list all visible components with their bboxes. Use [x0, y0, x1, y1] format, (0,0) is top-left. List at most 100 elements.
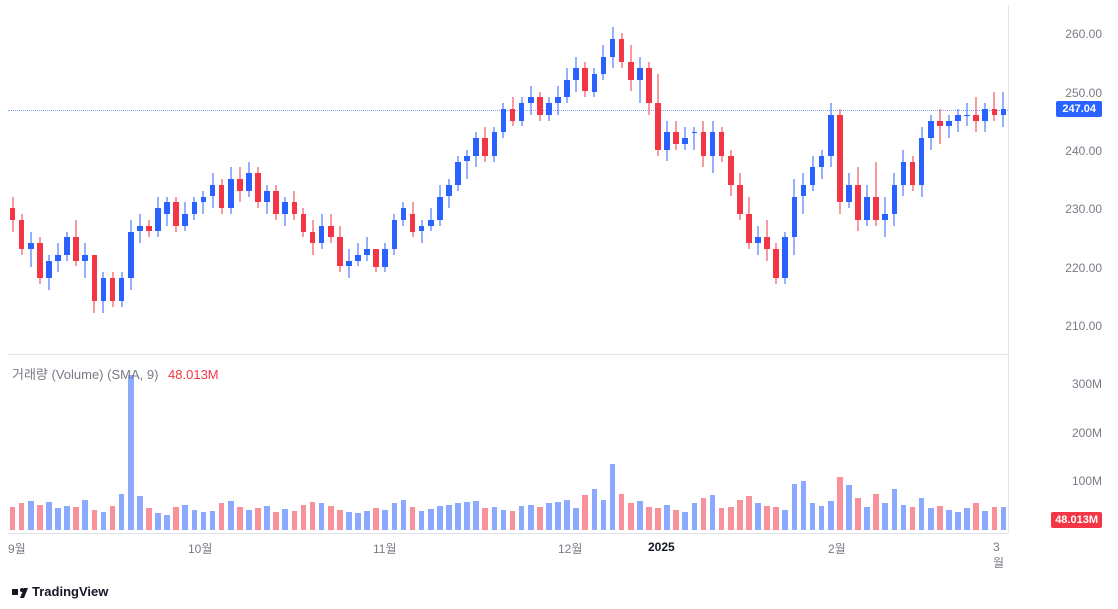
volume-bar[interactable] [810, 503, 816, 530]
volume-bar[interactable] [664, 505, 670, 530]
volume-bar[interactable] [46, 502, 52, 530]
candle[interactable] [119, 4, 125, 354]
volume-bar[interactable] [246, 510, 252, 530]
candle[interactable] [437, 4, 443, 354]
candle[interactable] [864, 4, 870, 354]
candle[interactable] [246, 4, 252, 354]
candle[interactable] [973, 4, 979, 354]
candle[interactable] [673, 4, 679, 354]
volume-bar[interactable] [673, 510, 679, 530]
volume-bar[interactable] [846, 485, 852, 530]
volume-bar[interactable] [155, 513, 161, 530]
volume-bar[interactable] [382, 510, 388, 530]
candle[interactable] [146, 4, 152, 354]
candle[interactable] [837, 4, 843, 354]
volume-bar[interactable] [346, 512, 352, 530]
volume-bar[interactable] [128, 375, 134, 530]
candle[interactable] [519, 4, 525, 354]
candle[interactable] [882, 4, 888, 354]
volume-bar[interactable] [292, 511, 298, 530]
volume-bar[interactable] [555, 502, 561, 530]
volume-bar[interactable] [701, 498, 707, 530]
volume-bar[interactable] [601, 500, 607, 530]
candle[interactable] [728, 4, 734, 354]
candle[interactable] [346, 4, 352, 354]
candle[interactable] [373, 4, 379, 354]
candle[interactable] [928, 4, 934, 354]
candle[interactable] [719, 4, 725, 354]
candle[interactable] [764, 4, 770, 354]
candle[interactable] [128, 4, 134, 354]
candle[interactable] [710, 4, 716, 354]
candle[interactable] [501, 4, 507, 354]
candle[interactable] [792, 4, 798, 354]
candle[interactable] [110, 4, 116, 354]
candle[interactable] [773, 4, 779, 354]
volume-bar[interactable] [682, 512, 688, 530]
volume-bar[interactable] [273, 512, 279, 530]
volume-bar[interactable] [428, 509, 434, 530]
candle[interactable] [492, 4, 498, 354]
volume-bar[interactable] [219, 503, 225, 530]
volume-bar[interactable] [37, 505, 43, 530]
candle[interactable] [37, 4, 43, 354]
volume-bar[interactable] [901, 505, 907, 530]
volume-bar[interactable] [510, 511, 516, 530]
volume-bar[interactable] [946, 510, 952, 530]
candle[interactable] [273, 4, 279, 354]
candle[interactable] [401, 4, 407, 354]
candle[interactable] [1001, 4, 1007, 354]
volume-bar[interactable] [819, 506, 825, 530]
candle[interactable] [846, 4, 852, 354]
candle[interactable] [946, 4, 952, 354]
volume-bar[interactable] [964, 508, 970, 530]
volume-bar[interactable] [992, 507, 998, 530]
candle[interactable] [528, 4, 534, 354]
volume-bar[interactable] [792, 484, 798, 530]
candle[interactable] [619, 4, 625, 354]
candle[interactable] [892, 4, 898, 354]
volume-bar[interactable] [919, 498, 925, 530]
volume-bar[interactable] [519, 506, 525, 530]
volume-bar[interactable] [710, 495, 716, 530]
volume-bar[interactable] [101, 512, 107, 530]
candle[interactable] [392, 4, 398, 354]
volume-bar[interactable] [110, 506, 116, 530]
candle[interactable] [582, 4, 588, 354]
candle[interactable] [201, 4, 207, 354]
volume-bar[interactable] [19, 503, 25, 530]
candle[interactable] [19, 4, 25, 354]
volume-bar[interactable] [973, 503, 979, 530]
volume-bar[interactable] [328, 506, 334, 530]
volume-bar[interactable] [582, 495, 588, 530]
volume-bar[interactable] [146, 508, 152, 530]
volume-bar[interactable] [637, 501, 643, 530]
candle[interactable] [210, 4, 216, 354]
volume-bar[interactable] [401, 500, 407, 530]
volume-bar[interactable] [410, 507, 416, 530]
candle[interactable] [264, 4, 270, 354]
candle[interactable] [419, 4, 425, 354]
volume-bar[interactable] [455, 503, 461, 530]
candle[interactable] [810, 4, 816, 354]
candle[interactable] [955, 4, 961, 354]
candle[interactable] [301, 4, 307, 354]
candle[interactable] [328, 4, 334, 354]
volume-bar[interactable] [955, 512, 961, 530]
candle[interactable] [410, 4, 416, 354]
volume-bar[interactable] [464, 502, 470, 530]
candle[interactable] [646, 4, 652, 354]
volume-bar[interactable] [82, 500, 88, 530]
candle[interactable] [701, 4, 707, 354]
volume-bar[interactable] [737, 500, 743, 530]
volume-bar[interactable] [592, 489, 598, 530]
volume-bar[interactable] [173, 507, 179, 530]
candle[interactable] [237, 4, 243, 354]
volume-chart[interactable] [8, 360, 1008, 530]
candle[interactable] [182, 4, 188, 354]
volume-bar[interactable] [873, 494, 879, 530]
volume-bar[interactable] [446, 505, 452, 530]
candle[interactable] [464, 4, 470, 354]
volume-bar[interactable] [910, 507, 916, 530]
candle[interactable] [573, 4, 579, 354]
